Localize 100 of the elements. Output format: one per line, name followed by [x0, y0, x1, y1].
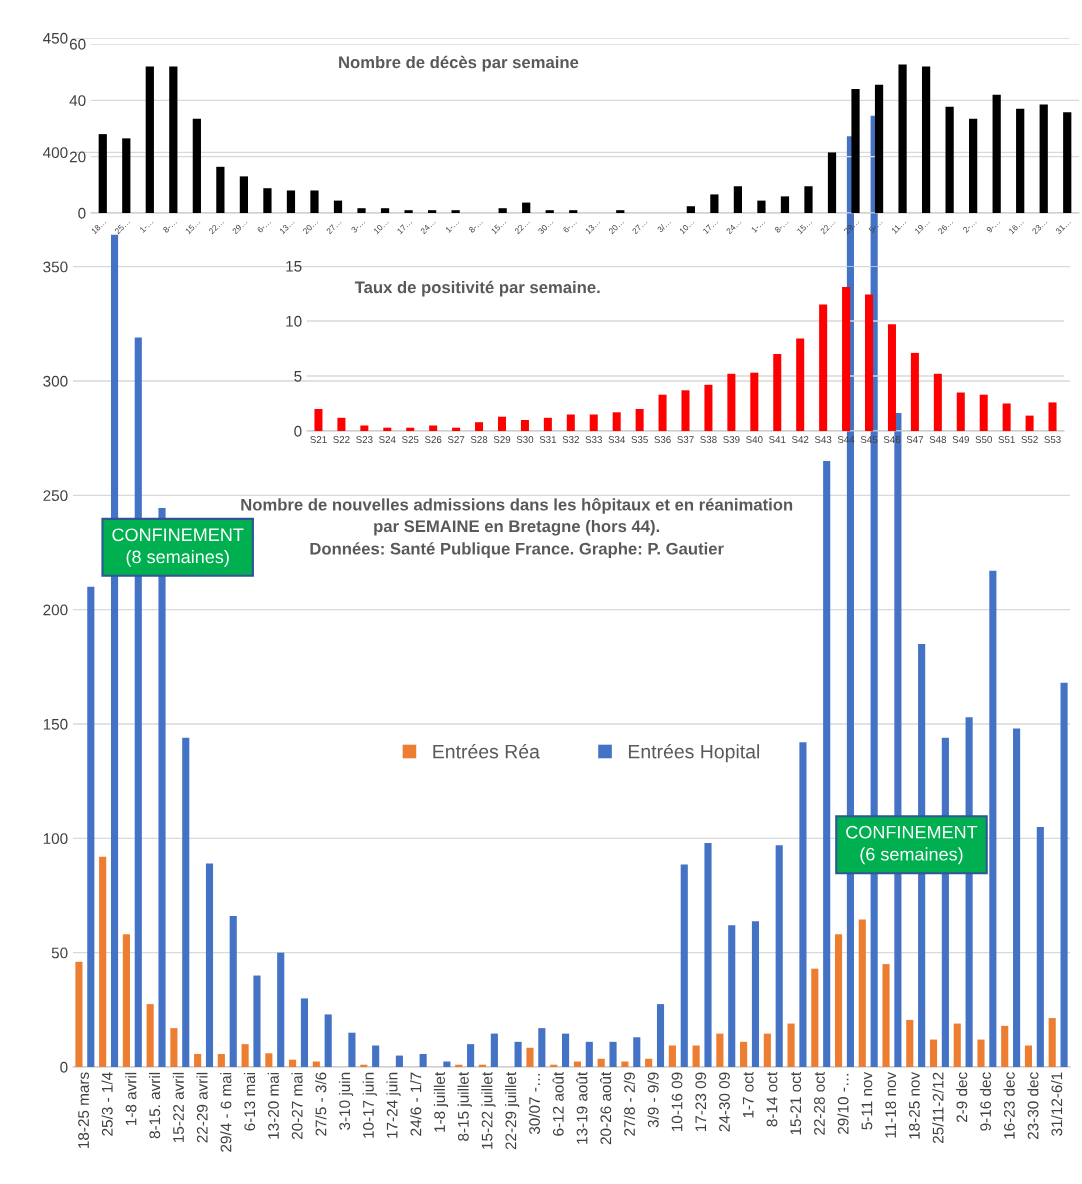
bar — [467, 1044, 475, 1067]
bar — [497, 416, 506, 431]
x-tick-label: 6-12 août — [552, 1071, 564, 1136]
bar — [686, 206, 695, 213]
x-tick-label: 5-11 nov — [861, 1071, 873, 1130]
x-tick-label: S29 — [493, 436, 511, 443]
bar — [277, 952, 285, 1067]
bar — [217, 1053, 225, 1067]
bar — [887, 324, 896, 431]
bar — [87, 586, 95, 1067]
x-tick-label: 30/07 -… — [528, 1073, 540, 1135]
bar — [452, 427, 461, 431]
bar — [1002, 403, 1011, 431]
x-tick-label: 15… — [490, 218, 507, 235]
x-tick-label: 13-19 août — [576, 1071, 588, 1144]
y-tick-label: 40 — [69, 95, 86, 107]
bar — [182, 737, 190, 1067]
x-tick-label: 8-14 oct — [766, 1071, 778, 1127]
bar — [704, 384, 713, 431]
bar — [429, 425, 438, 431]
x-tick-label: S43 — [814, 436, 832, 443]
y-tick-label: 0 — [78, 207, 86, 219]
x-tick-label: 13… — [584, 218, 601, 235]
y-tick-label: 350 — [43, 261, 68, 273]
x-tick-label: 24-30 09 — [719, 1072, 730, 1132]
x-tick-label: S34 — [608, 436, 626, 443]
bar — [357, 208, 366, 213]
bar — [324, 1014, 332, 1067]
x-tick-label: 18-25 mars — [78, 1072, 89, 1148]
x-tick-label: S26 — [424, 436, 442, 443]
x-tick-label: S22 — [333, 436, 350, 443]
y-tick-label: 400 — [43, 147, 68, 159]
bar — [419, 1053, 427, 1067]
bar — [597, 1058, 605, 1067]
x-tick-label: 16… — [1008, 218, 1024, 235]
bar — [979, 394, 988, 431]
x-tick-label: 24… — [420, 218, 436, 235]
bar — [668, 1045, 676, 1067]
bar — [380, 208, 390, 213]
y-tick-label: 0 — [60, 1061, 68, 1073]
y-tick-label: 450 — [43, 32, 68, 44]
bar — [406, 427, 415, 431]
bar — [514, 1041, 522, 1067]
x-tick-label: 10… — [373, 218, 389, 235]
bar — [1039, 104, 1048, 213]
x-tick-label: S53 — [1044, 436, 1061, 443]
x-tick-label: S49 — [952, 436, 969, 443]
x-tick-label: 20-26 août — [599, 1071, 612, 1145]
x-tick-label: 25/3 - 1/4 — [101, 1072, 113, 1136]
bar — [122, 934, 130, 1067]
bar — [585, 1041, 593, 1067]
x-tick-label: 20… — [608, 218, 624, 235]
bar — [538, 1028, 546, 1067]
bar — [205, 863, 214, 1067]
bar — [99, 856, 107, 1067]
bar — [443, 1061, 451, 1067]
bar — [865, 294, 874, 431]
bar — [621, 1061, 629, 1067]
bar — [612, 412, 621, 431]
x-tick-label: 15-22 juillet — [481, 1071, 496, 1149]
bar — [253, 975, 261, 1067]
x-tick-label: S38 — [700, 436, 717, 443]
x-tick-label: 2-9 dec — [956, 1072, 968, 1123]
bar — [543, 417, 552, 431]
y-tick-label: 150 — [43, 718, 68, 730]
x-tick-label: 22… — [514, 218, 530, 235]
x-tick-label: 30… — [537, 218, 554, 235]
x-tick-label: 9-16 dec — [979, 1072, 992, 1131]
bar — [1060, 682, 1068, 1067]
x-tick-label: S32 — [562, 436, 579, 443]
bar — [750, 372, 759, 431]
bar — [992, 94, 1001, 213]
x-tick-label: 3-10 juin — [338, 1072, 354, 1130]
x-tick-label: 27/8 - 2/9 — [623, 1072, 635, 1136]
x-tick-label: S47 — [906, 436, 924, 443]
bar — [1013, 728, 1021, 1067]
bar — [1048, 402, 1057, 431]
bar — [98, 134, 107, 213]
bar — [658, 394, 667, 431]
text: Nombre de décès par semaine — [339, 55, 579, 72]
x-tick-label: 6-… — [562, 218, 577, 234]
bar — [146, 1004, 154, 1067]
bar — [969, 118, 978, 213]
bar — [239, 176, 249, 213]
bar — [589, 414, 598, 431]
bar — [229, 916, 237, 1067]
x-tick-label: S37 — [677, 436, 694, 443]
bar — [475, 422, 484, 431]
x-tick-label: 17… — [396, 218, 413, 235]
x-tick-label: 1-8 juillet — [433, 1071, 449, 1132]
x-tick-label: S41 — [769, 436, 786, 443]
y-tick-label: 5 — [294, 371, 302, 382]
x-tick-label: 24/6 - 1/7 — [410, 1072, 422, 1136]
x-tick-label: 8-… — [468, 218, 483, 234]
legend-label: Entrées Réa — [433, 743, 540, 759]
bar — [710, 194, 719, 213]
bar — [645, 1058, 653, 1067]
x-tick-label: 10… — [679, 218, 695, 235]
bar — [520, 420, 529, 431]
x-tick-label: 31/12-6/1 — [1051, 1072, 1063, 1136]
